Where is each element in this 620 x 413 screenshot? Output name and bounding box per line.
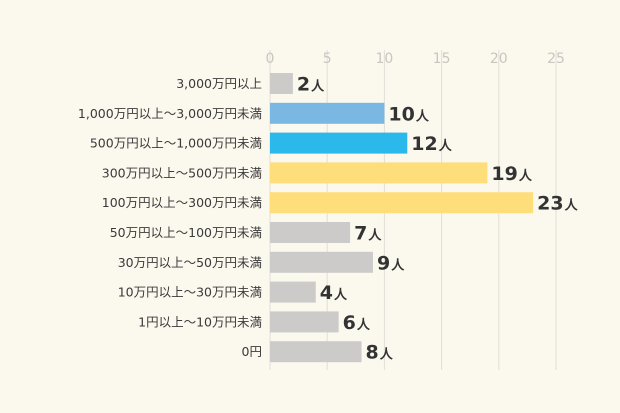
data-label-value: 12 (411, 133, 437, 155)
data-label: 2人 (297, 74, 325, 96)
bar (270, 341, 362, 363)
x-tick-label: 0 (266, 51, 275, 67)
category-label: 0円 (242, 344, 262, 359)
category-label: 100万円以上〜300万円未満 (102, 195, 262, 210)
bar (270, 222, 351, 243)
data-label-unit: 人 (519, 168, 533, 184)
data-label: 23人 (537, 193, 578, 215)
category-label: 10万円以上〜30万円未満 (118, 285, 262, 300)
bar (270, 73, 293, 94)
bar (270, 281, 316, 303)
bar (270, 311, 339, 333)
bar (270, 251, 373, 273)
x-tick-label: 25 (547, 51, 565, 67)
data-label: 19人 (491, 163, 532, 185)
bar (270, 192, 534, 214)
category-label: 30万円以上〜50万円未満 (118, 255, 262, 270)
bar (270, 102, 385, 124)
data-label-value: 6 (343, 312, 356, 334)
data-label-value: 19 (491, 163, 517, 185)
category-labels: 3,000万円以上 1,000万円以上〜3,000万円未満 500万円以上〜1,00… (78, 76, 262, 359)
category-label: 50万円以上〜100万円未満 (110, 225, 262, 240)
bar (270, 132, 408, 154)
data-label-unit: 人 (380, 347, 394, 363)
x-tick-label: 15 (433, 51, 451, 67)
bars (270, 73, 534, 363)
x-tick-label: 5 (323, 51, 332, 67)
data-label-value: 10 (388, 103, 414, 125)
data-label: 6人 (343, 312, 371, 334)
x-tick-label: 20 (490, 51, 508, 67)
x-axis-ticks: 0 5 10 15 20 25 (266, 51, 565, 67)
data-label-unit: 人 (311, 79, 325, 95)
data-label-value: 9 (377, 252, 390, 274)
data-label: 7人 (354, 223, 382, 245)
category-label: 1,000万円以上〜3,000万円未満 (78, 106, 262, 121)
data-label-value: 23 (537, 193, 563, 215)
data-label-unit: 人 (565, 198, 579, 214)
bar (270, 162, 488, 184)
data-label-unit: 人 (439, 138, 453, 154)
category-label: 1円以上〜10万円未満 (138, 314, 262, 329)
data-label-value: 8 (366, 342, 379, 364)
data-label: 8人 (366, 342, 394, 364)
data-label-unit: 人 (416, 108, 430, 124)
data-label: 9人 (377, 252, 405, 274)
category-label: 500万円以上〜1,000万円未満 (90, 136, 262, 151)
category-label: 3,000万円以上 (176, 76, 262, 91)
data-label: 12人 (411, 133, 452, 155)
data-label-unit: 人 (391, 257, 405, 273)
data-label-unit: 人 (334, 287, 348, 303)
data-label-value: 7 (354, 223, 367, 245)
data-label: 10人 (388, 103, 429, 125)
data-label: 4人 (320, 282, 348, 304)
category-label: 300万円以上〜500万円未満 (102, 165, 262, 180)
data-label-value: 2 (297, 74, 310, 96)
x-tick-label: 10 (375, 51, 393, 67)
data-label-unit: 人 (368, 228, 382, 244)
data-label-value: 4 (320, 282, 333, 304)
data-label-unit: 人 (357, 317, 371, 333)
